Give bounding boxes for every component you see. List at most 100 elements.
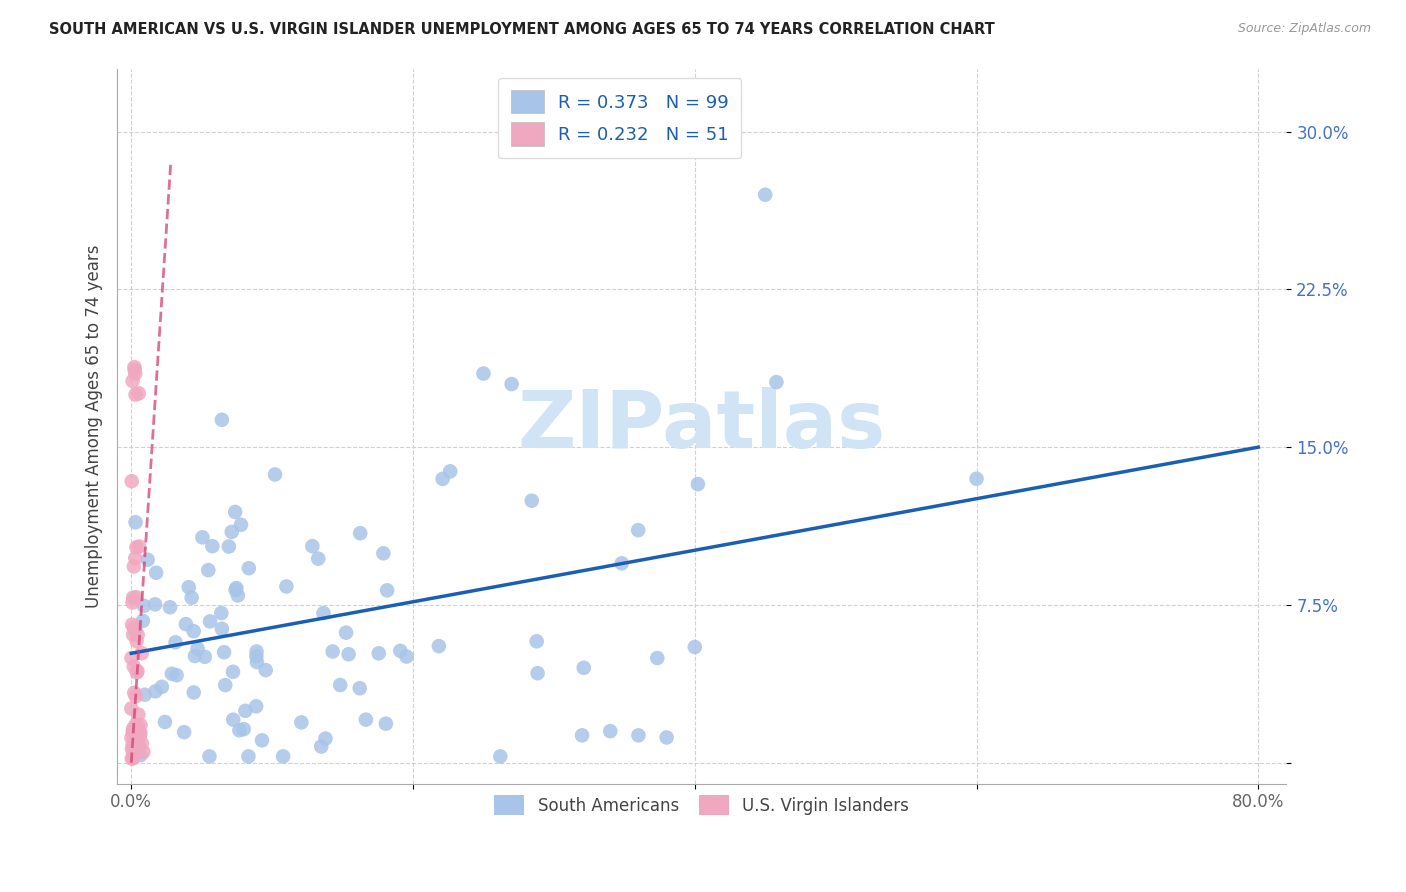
Point <box>211 622 233 636</box>
Point <box>124 686 146 700</box>
Point <box>375 583 398 598</box>
Point <box>128 730 150 744</box>
Point <box>198 749 221 764</box>
Point <box>225 581 247 595</box>
Point <box>131 736 153 750</box>
Point <box>124 551 146 566</box>
Point <box>121 374 143 388</box>
Point <box>335 625 357 640</box>
Point <box>124 367 146 381</box>
Point <box>121 617 143 632</box>
Point <box>184 648 207 663</box>
Point <box>132 745 155 759</box>
Point <box>367 646 389 660</box>
Point <box>177 580 200 594</box>
Point <box>122 726 145 740</box>
Point <box>290 715 312 730</box>
Point <box>301 539 323 553</box>
Point <box>125 690 148 704</box>
Point <box>127 664 149 678</box>
Point <box>121 596 143 610</box>
Point <box>121 751 143 765</box>
Point <box>389 644 412 658</box>
Point <box>174 617 197 632</box>
Point <box>373 546 395 560</box>
Point <box>655 731 678 745</box>
Point <box>432 472 454 486</box>
Point <box>312 606 335 620</box>
Point <box>128 726 150 740</box>
Point <box>127 707 149 722</box>
Point <box>686 477 709 491</box>
Point <box>128 540 150 554</box>
Point <box>122 559 145 574</box>
Point <box>246 655 269 669</box>
Point <box>314 731 336 746</box>
Point <box>127 733 149 747</box>
Point <box>754 187 776 202</box>
Point <box>218 540 240 554</box>
Point <box>125 665 148 680</box>
Point <box>127 719 149 733</box>
Point <box>225 582 247 597</box>
Point <box>122 591 145 605</box>
Point <box>232 722 254 736</box>
Point <box>228 723 250 738</box>
Point <box>245 699 267 714</box>
Point <box>526 666 548 681</box>
Point <box>627 523 650 537</box>
Point <box>143 598 166 612</box>
Point <box>128 739 150 754</box>
Point <box>627 728 650 742</box>
Point <box>520 493 543 508</box>
Point <box>209 606 232 620</box>
Point <box>526 634 548 648</box>
Point <box>329 678 352 692</box>
Point <box>129 748 152 763</box>
Point <box>124 363 146 377</box>
Point <box>159 600 181 615</box>
Point <box>180 591 202 605</box>
Point <box>122 747 145 762</box>
Point <box>121 751 143 765</box>
Point <box>374 716 396 731</box>
Point <box>129 718 152 732</box>
Point <box>125 746 148 760</box>
Point <box>307 551 329 566</box>
Point <box>439 464 461 478</box>
Point <box>122 621 145 635</box>
Point <box>125 634 148 648</box>
Point <box>214 678 236 692</box>
Point <box>245 644 267 658</box>
Legend: South Americans, U.S. Virgin Islanders: South Americans, U.S. Virgin Islanders <box>485 785 920 825</box>
Point <box>121 725 143 739</box>
Point <box>129 726 152 740</box>
Point <box>187 641 209 656</box>
Point <box>145 566 167 580</box>
Point <box>131 646 153 660</box>
Point <box>250 733 273 747</box>
Text: Source: ZipAtlas.com: Source: ZipAtlas.com <box>1237 22 1371 36</box>
Point <box>966 472 988 486</box>
Point <box>571 728 593 742</box>
Point <box>238 561 260 575</box>
Point <box>160 666 183 681</box>
Point <box>765 375 787 389</box>
Point <box>489 749 512 764</box>
Point <box>124 515 146 529</box>
Point <box>226 589 249 603</box>
Point <box>120 731 142 745</box>
Point <box>222 665 245 679</box>
Point <box>132 599 155 613</box>
Point <box>132 614 155 628</box>
Point <box>235 704 257 718</box>
Point <box>127 628 149 642</box>
Point <box>309 739 332 754</box>
Point <box>122 659 145 673</box>
Point <box>121 738 143 752</box>
Point <box>121 474 143 488</box>
Point <box>221 524 243 539</box>
Point <box>427 639 450 653</box>
Point <box>599 724 621 739</box>
Point <box>349 526 371 541</box>
